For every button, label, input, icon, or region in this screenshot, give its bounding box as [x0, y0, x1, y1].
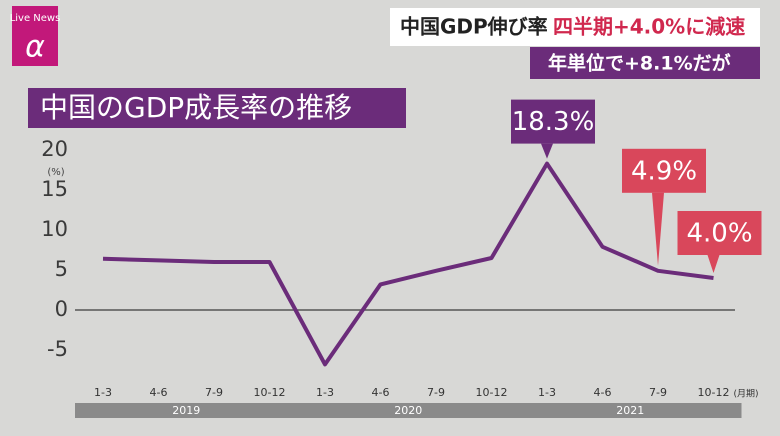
callout-box [622, 148, 706, 193]
x-tick-label: 4-6 [150, 386, 168, 399]
callout-box [677, 211, 762, 255]
callout-pointer [707, 255, 720, 273]
x-tick-label: 7-9 [205, 386, 223, 399]
year-label: 2020 [394, 404, 422, 417]
headline-accent: 四半期+4.0%に減速 [553, 15, 745, 39]
logo-text: Live News [10, 13, 61, 24]
chart-title: 中国のGDP成長率の推移 [40, 91, 352, 124]
x-tick-label: 7-9 [649, 386, 667, 399]
y-tick-label: 15 [41, 177, 68, 201]
y-tick-label: 10 [41, 217, 68, 241]
data-label: 18.3% [512, 107, 595, 137]
x-unit: (月期) [733, 389, 758, 400]
title-box [28, 88, 406, 128]
line [102, 161, 714, 367]
year-band [297, 403, 520, 418]
logo-mark: α [25, 30, 45, 65]
year-band [519, 403, 742, 418]
headline: 中国GDP伸び率 [400, 15, 548, 39]
y-tick-label: -5 [47, 337, 68, 361]
x-tick-label: 4-6 [594, 386, 612, 399]
year-band [75, 403, 298, 418]
x-tick-label: 4-6 [372, 386, 390, 399]
data-label: 4.9% [631, 156, 697, 186]
callout-pointer [541, 143, 553, 159]
callout-pointer [652, 192, 664, 266]
y-tick-label: 20 [41, 137, 68, 161]
subline-box [530, 47, 760, 79]
data-label: 4.0% [686, 219, 752, 249]
year-label: 2021 [616, 404, 644, 417]
x-tick-label: 1-3 [94, 386, 112, 399]
x-tick-label: 7-9 [427, 386, 445, 399]
subline: 年単位で+8.1%だが [548, 52, 731, 75]
x-tick-label: 10-12 [698, 386, 730, 399]
year-label: 2019 [172, 404, 200, 417]
x-tick-label: 10-12 [476, 386, 508, 399]
headline-box [390, 8, 760, 46]
x-tick-label: 1-3 [316, 386, 334, 399]
callout-box [511, 99, 595, 144]
y-tick-label: 5 [55, 257, 68, 281]
logo [12, 6, 58, 66]
x-tick-label: 1-3 [538, 386, 556, 399]
y-tick-label: 0 [55, 297, 68, 321]
y-unit: (%) [47, 167, 64, 178]
x-tick-label: 10-12 [254, 386, 286, 399]
